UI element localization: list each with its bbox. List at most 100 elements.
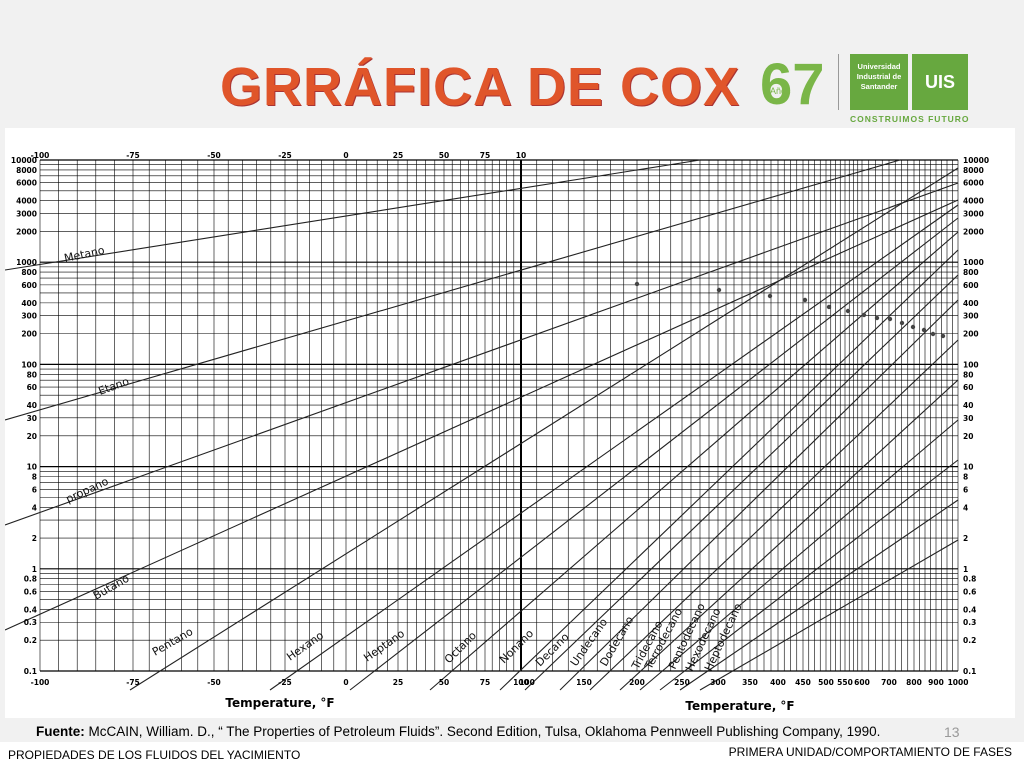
curve <box>639 419 959 691</box>
y-label: 300 <box>963 312 979 321</box>
x-label-bottom: 800 <box>906 678 922 687</box>
x-axis-title: Temperature, °F <box>685 699 794 713</box>
critical-point <box>634 281 640 287</box>
curve <box>5 182 959 526</box>
x-label-bottom: 0 <box>343 678 348 687</box>
y-label: 2 <box>32 534 37 543</box>
y-label: 4000 <box>963 197 984 206</box>
divider <box>838 54 839 110</box>
y-label: 10 <box>963 463 973 472</box>
y-label: 0.6 <box>24 587 37 596</box>
title: GRRÁFICA DE COX <box>220 57 741 117</box>
curve <box>429 231 959 691</box>
y-label: 10000 <box>11 156 37 165</box>
x-label-bottom: 100 <box>513 678 529 687</box>
x-label-top: -100 <box>31 151 50 160</box>
y-label: 1000 <box>963 258 984 267</box>
y-label: 0.8 <box>24 575 37 584</box>
y-label: 20 <box>963 432 973 441</box>
y-label: 0.3 <box>963 618 976 627</box>
y-label: 30 <box>963 414 973 423</box>
x-label-bottom: 400 <box>770 678 786 687</box>
y-label: 2000 <box>963 227 984 236</box>
x-label-top: -75 <box>126 151 140 160</box>
y-label: 6000 <box>16 179 37 188</box>
logo-years: Años <box>770 86 791 96</box>
y-label: 8 <box>32 473 37 482</box>
logo-university: Universidad Industrial de Santander <box>850 54 908 110</box>
y-label: 0.4 <box>963 605 976 614</box>
y-label: 100 <box>21 360 37 369</box>
critical-point <box>930 331 936 337</box>
x-label-top: 50 <box>439 151 449 160</box>
y-label: 1 <box>32 565 37 574</box>
y-label: 40 <box>27 401 37 410</box>
x-label-bottom: 1000 <box>948 678 969 687</box>
x-label-bottom: 75 <box>480 678 490 687</box>
y-label: 30 <box>27 414 37 423</box>
curve <box>659 459 959 691</box>
critical-point <box>716 287 722 293</box>
x-label-bottom: -100 <box>31 678 50 687</box>
page-number: 13 <box>944 724 960 740</box>
source-label: Fuente: <box>36 724 85 739</box>
y-label: 400 <box>963 299 979 308</box>
critical-point <box>767 293 773 299</box>
curve <box>5 159 701 271</box>
x-label-bottom: 600 <box>854 678 870 687</box>
source-text: McCAIN, William. D., “ The Properties of… <box>84 724 881 739</box>
x-label-bottom: 50 <box>439 678 449 687</box>
y-label: 0.3 <box>24 618 37 627</box>
logo-67: 67 Años <box>760 52 825 117</box>
critical-point <box>874 315 880 321</box>
y-label: 60 <box>963 383 973 392</box>
y-label: 0.4 <box>24 605 37 614</box>
footer-bar <box>0 742 1024 768</box>
critical-point <box>921 327 927 333</box>
critical-point <box>887 316 893 322</box>
x-label-bottom: 25 <box>393 678 403 687</box>
x-label-bottom: 700 <box>881 678 897 687</box>
curve <box>679 499 959 691</box>
curve <box>269 204 959 691</box>
y-label: 6 <box>32 485 37 494</box>
curve <box>129 167 959 691</box>
logo-motto: CONSTRUIMOS FUTURO <box>850 114 970 124</box>
y-label: 8000 <box>16 166 37 175</box>
y-label: 40 <box>963 401 973 410</box>
x-label-bottom: 450 <box>795 678 811 687</box>
y-label: 8 <box>963 473 968 482</box>
x-label-bottom: -50 <box>207 678 221 687</box>
curves <box>5 159 959 691</box>
y-label: 0.2 <box>963 636 976 645</box>
y-label: 0.2 <box>24 636 37 645</box>
x-label-bottom: 200 <box>629 678 645 687</box>
y-label: 600 <box>963 281 979 290</box>
x-label-top: 10 <box>516 151 526 160</box>
y-label: 2000 <box>16 227 37 236</box>
y-label: 800 <box>21 268 37 277</box>
y-label: 6000 <box>963 179 984 188</box>
y-label: 4 <box>32 503 37 512</box>
x-label-bottom: 300 <box>710 678 726 687</box>
critical-point <box>940 333 946 339</box>
curve <box>589 339 959 691</box>
critical-point <box>826 304 832 310</box>
y-label: 600 <box>21 281 37 290</box>
x-label-bottom: 900 <box>928 678 944 687</box>
y-label: 80 <box>963 370 973 379</box>
y-label: 80 <box>27 370 37 379</box>
x-label-bottom: 100 <box>519 678 535 687</box>
x-label-bottom: 550 <box>837 678 853 687</box>
y-label: 6 <box>963 485 968 494</box>
x-label-bottom: 150 <box>576 678 592 687</box>
x-label-top: 0 <box>343 151 348 160</box>
x-label-bottom: 350 <box>742 678 758 687</box>
curve <box>5 199 959 631</box>
y-label: 300 <box>21 312 37 321</box>
footer-left: PROPIEDADES DE LOS FLUIDOS DEL YACIMIENT… <box>8 748 301 762</box>
y-label: 0.8 <box>963 575 976 584</box>
y-label: 60 <box>27 383 37 392</box>
x-label-bottom: 250 <box>674 678 690 687</box>
